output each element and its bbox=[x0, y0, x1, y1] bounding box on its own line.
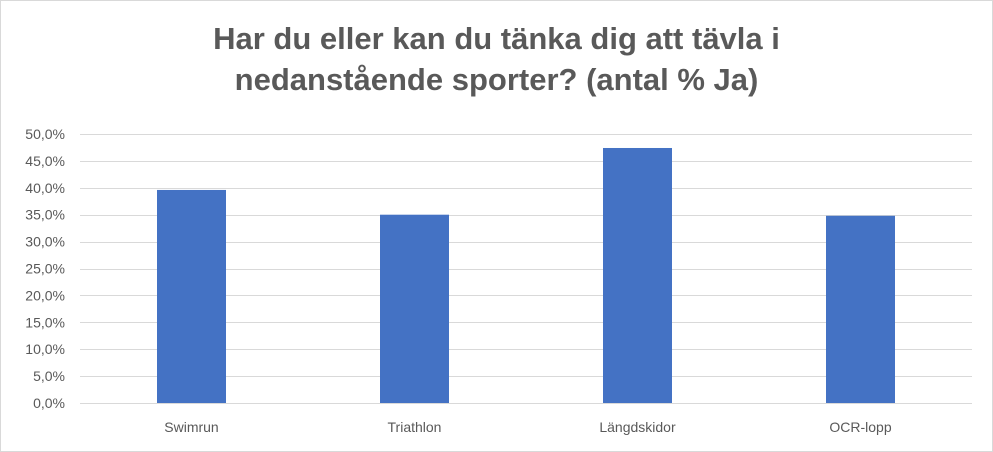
bar-triathlon bbox=[380, 214, 449, 403]
bars bbox=[157, 147, 895, 403]
y-axis-tick-labels: 0,0% 5,0% 10,0% 15,0% 20,0% 25,0% 30,0% 35,0% 40… bbox=[25, 126, 65, 411]
x-tick-label: Triathlon bbox=[388, 419, 442, 435]
chart-title: Har du eller kan du tänka dig att tävla … bbox=[0, 18, 993, 100]
chart-title-line-1: Har du eller kan du tänka dig att tävla … bbox=[213, 21, 780, 56]
y-tick-label: 0,0% bbox=[33, 395, 65, 411]
gridlines bbox=[80, 134, 972, 404]
y-tick-label: 20,0% bbox=[25, 287, 65, 303]
bar-ocr-lopp bbox=[826, 215, 895, 403]
y-tick-label: 50,0% bbox=[25, 126, 65, 142]
bar-swimrun bbox=[157, 189, 226, 403]
x-tick-label: OCR-lopp bbox=[829, 419, 891, 435]
x-axis-category-labels: Swimrun Triathlon Längdskidor OCR-lopp bbox=[164, 419, 892, 435]
y-tick-label: 40,0% bbox=[25, 180, 65, 196]
bar-längdskidor bbox=[603, 147, 672, 403]
x-tick-label: Längdskidor bbox=[599, 419, 676, 435]
y-tick-label: 15,0% bbox=[25, 314, 65, 330]
x-tick-label: Swimrun bbox=[164, 419, 218, 435]
y-tick-label: 10,0% bbox=[25, 341, 65, 357]
y-tick-label: 30,0% bbox=[25, 234, 65, 250]
y-tick-label: 5,0% bbox=[33, 368, 65, 384]
y-tick-label: 25,0% bbox=[25, 261, 65, 277]
y-tick-label: 35,0% bbox=[25, 207, 65, 223]
y-tick-label: 45,0% bbox=[25, 153, 65, 169]
chart-title-line-2: nedanstående sporter? (antal % Ja) bbox=[234, 62, 759, 97]
